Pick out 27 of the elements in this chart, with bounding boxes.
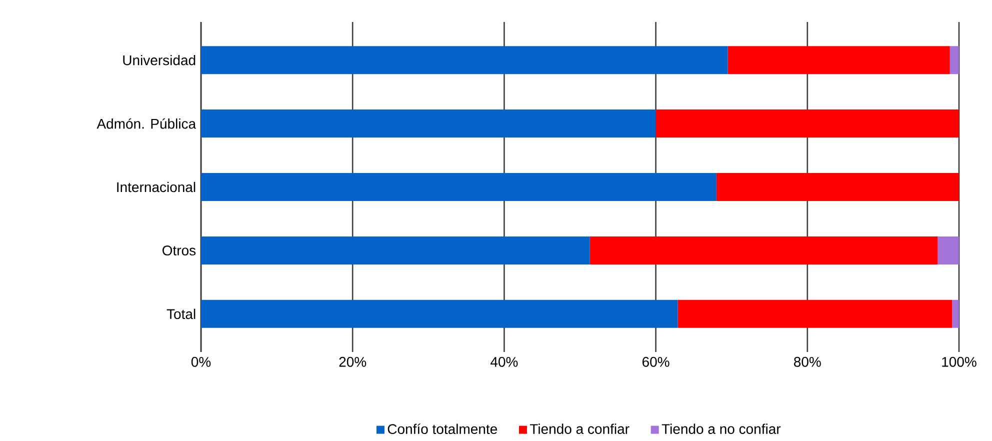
y-tick-label: Admón. Pública <box>96 118 196 129</box>
bar <box>678 300 952 328</box>
bar <box>952 300 959 328</box>
bar <box>201 300 678 328</box>
y-tick-label: Otros <box>162 245 196 256</box>
y-tick-label: Total <box>166 308 196 319</box>
x-tick-label: 20% <box>339 356 366 367</box>
bar <box>938 236 959 264</box>
bar <box>656 109 959 138</box>
legend-label: Tiendo a confiar <box>530 424 630 434</box>
bar <box>201 236 590 264</box>
bar <box>590 236 938 264</box>
x-tick-label: 0% <box>191 356 211 367</box>
bar <box>201 46 728 74</box>
legend-label: Confío totalmente <box>388 423 497 434</box>
bar <box>728 46 950 74</box>
x-tick-label: 60% <box>642 356 670 367</box>
bar <box>201 109 656 138</box>
x-tick-label: 80% <box>794 356 821 367</box>
x-tick-label: 100% <box>942 356 976 367</box>
bar <box>950 46 959 74</box>
x-tick-label: 40% <box>490 356 518 367</box>
bar <box>201 172 716 201</box>
y-tick-label: Internacional <box>117 182 196 192</box>
bar <box>716 172 959 201</box>
y-tick-label: Universidad <box>123 54 196 66</box>
legend-label: Tiendo a no confiar <box>662 424 781 434</box>
